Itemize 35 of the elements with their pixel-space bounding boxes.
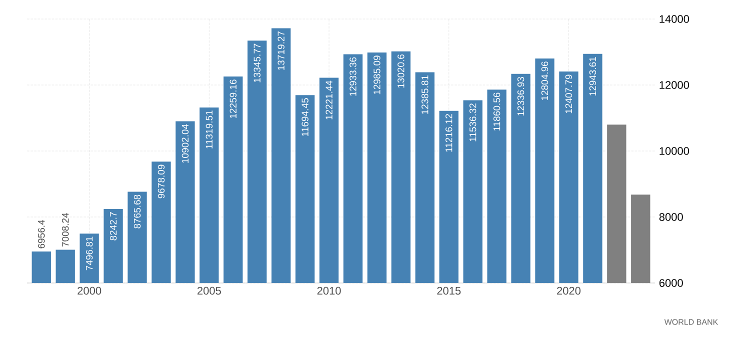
x-tick-label: 2005	[197, 286, 221, 295]
data-label: 13345.77	[254, 44, 260, 82]
x-tick-label: 2015	[437, 286, 461, 295]
data-label: 12336.93	[517, 77, 524, 116]
data-label: 11216.12	[446, 114, 452, 152]
data-label: 11860.56	[493, 92, 500, 131]
data-label: 11536.32	[469, 103, 476, 142]
data-label: 6956.4	[38, 220, 45, 248]
data-label: 11319.51	[206, 110, 213, 148]
x-tick-label: 2020	[557, 286, 581, 295]
data-label: 7008.24	[62, 212, 69, 247]
text: WORLD BANK	[664, 319, 718, 325]
data-label: 8765.68	[134, 194, 141, 228]
data-label: 12804.96	[541, 62, 548, 100]
data-label: 13020.6	[398, 54, 404, 88]
data-label: 12385.81	[422, 75, 428, 114]
data-label: 12221.44	[326, 80, 332, 120]
y-tick-label: 6000	[659, 279, 683, 287]
data-label: 11694.45	[302, 98, 308, 136]
data-label: 7496.81	[86, 236, 93, 270]
y-tick-label: 12000	[660, 81, 690, 89]
data-label: 9678.09	[158, 164, 165, 198]
data-label: 8242.7	[110, 212, 117, 240]
data-label: 12943.61	[589, 57, 596, 96]
x-tick-label: 2000	[78, 286, 102, 295]
data-label: 12933.36	[350, 57, 356, 96]
data-label: 12985.09	[374, 56, 380, 94]
data-label: 12259.16	[230, 80, 237, 118]
x-tick-label: 2010	[317, 286, 341, 295]
y-tick-label: 10000	[660, 147, 690, 155]
y-tick-label: 8000	[659, 213, 683, 221]
data-label: 12407.79	[565, 74, 572, 114]
data-label: 13719.27	[278, 31, 284, 70]
data-label: 10902.04	[182, 124, 189, 163]
y-tick-label: 14000	[660, 15, 690, 23]
